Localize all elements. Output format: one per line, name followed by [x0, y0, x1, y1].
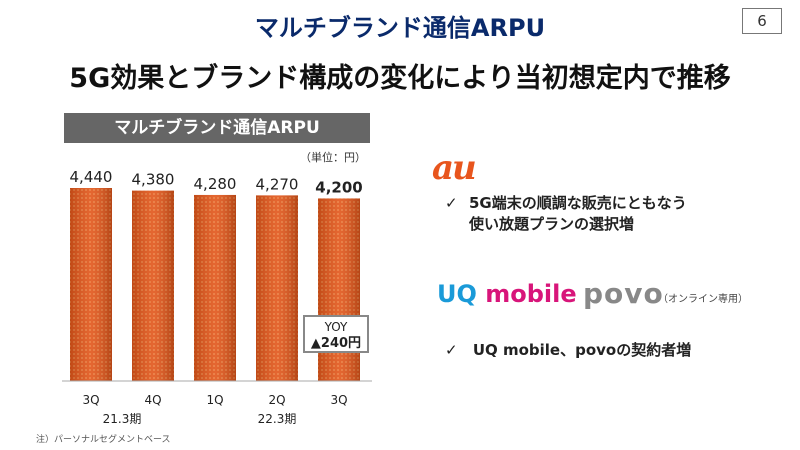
online-only-label: （オンライン専用） — [658, 294, 748, 305]
yoy-annotation: YOY ▲240円 — [303, 315, 369, 353]
povo-logo: povo — [583, 277, 664, 310]
x-tick-label: 2Q — [268, 393, 285, 407]
uq-logo-text: UQ — [437, 280, 477, 308]
value-label: 4,380 — [132, 171, 175, 189]
yoy-label: YOY — [324, 320, 348, 334]
chart-title: マルチブランド通信ARPU — [64, 113, 370, 143]
page-number: 6 — [742, 8, 782, 34]
slide-subtitle: 5G効果とブランド構成の変化により当初想定内で推移 — [69, 63, 731, 94]
value-label: 4,280 — [194, 175, 237, 193]
footnote: 注）パーソナルセグメントベース — [36, 435, 171, 445]
x-tick-label: 4Q — [144, 393, 161, 407]
slide-title: マルチブランド通信ARPU — [254, 14, 546, 42]
bar-shading — [70, 188, 112, 381]
bar-shading — [318, 198, 360, 381]
x-tick-label: 3Q — [82, 393, 99, 407]
mobile-logo-text: mobile — [476, 280, 577, 308]
bullet-au: ✓ 5G端末の順調な販売にともなう 使い放題プランの選択増 — [445, 193, 687, 235]
bullet-text-line1: 5G端末の順調な販売にともなう — [469, 194, 687, 212]
bullet-text-line2: 使い放題プランの選択増 — [469, 215, 635, 233]
check-icon: ✓ — [445, 341, 458, 359]
x-tick-label: 3Q — [330, 393, 347, 407]
value-label: 4,200 — [315, 178, 362, 196]
value-label: 4,270 — [256, 175, 299, 193]
bullet-uq-povo: ✓ UQ mobile、povoの契約者増 — [445, 340, 691, 361]
x-tick-label: 1Q — [206, 393, 223, 407]
bar-shading — [256, 195, 298, 381]
period-label: 21.3期 — [103, 412, 142, 426]
check-icon: ✓ — [445, 194, 458, 212]
au-logo: au — [432, 148, 477, 188]
bar-shading — [132, 190, 174, 381]
uq-mobile-logo: UQ mobile — [437, 280, 577, 308]
value-label: 4,440 — [70, 168, 113, 186]
unit-label: （単位：円） — [300, 151, 366, 164]
bar-shading — [194, 194, 236, 381]
period-label: 22.3期 — [258, 412, 297, 426]
bullet-text: UQ mobile、povoの契約者増 — [472, 341, 692, 359]
yoy-value: ▲240円 — [310, 336, 362, 351]
